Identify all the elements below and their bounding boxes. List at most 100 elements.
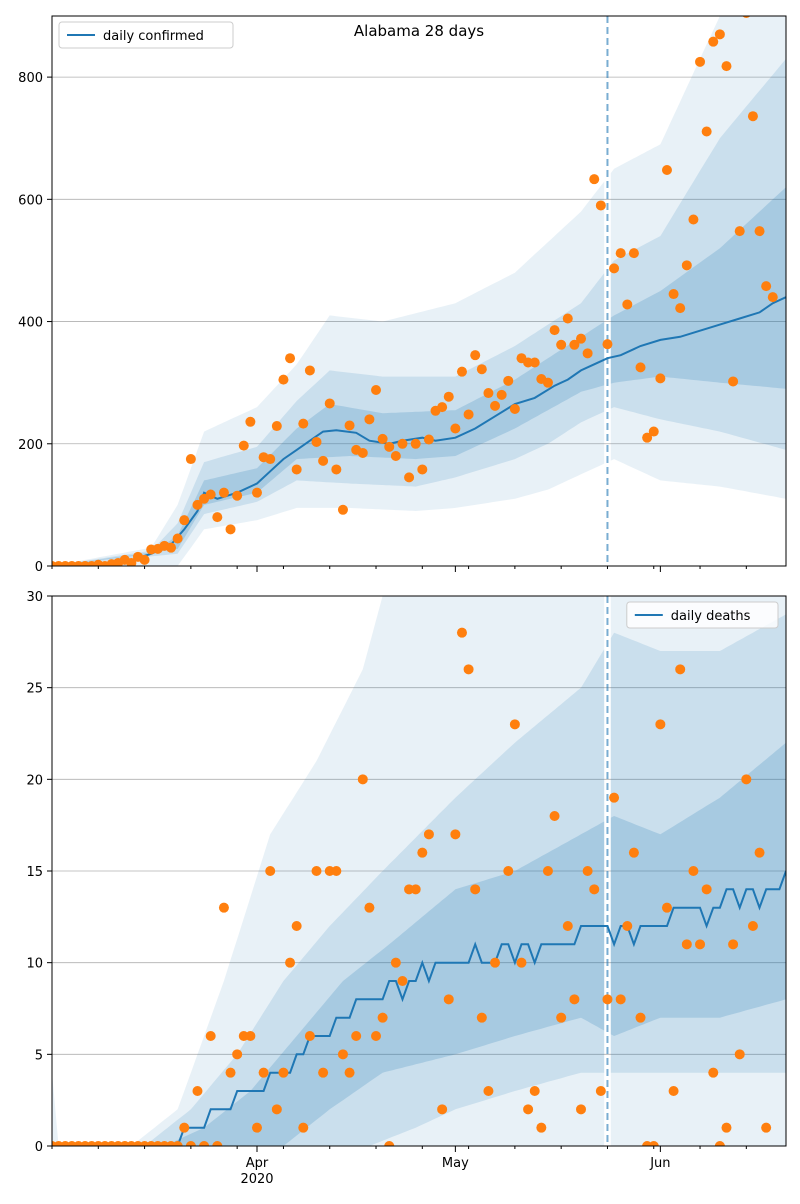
observed-point — [126, 557, 137, 566]
observed-point — [384, 1141, 395, 1146]
observed-point — [747, 921, 758, 931]
observed-point — [271, 421, 282, 432]
x-tick-label: Apr — [246, 1156, 269, 1171]
observed-point — [661, 165, 672, 175]
observed-point — [298, 418, 309, 429]
observed-point — [225, 524, 236, 535]
observed-point — [265, 866, 276, 876]
observed-point — [331, 464, 342, 475]
observed-point — [542, 377, 553, 388]
observed-point — [695, 56, 706, 67]
observed-point — [476, 364, 487, 375]
observed-point — [245, 1031, 256, 1041]
observed-point — [166, 542, 177, 553]
observed-point — [470, 884, 481, 895]
observed-point — [337, 504, 348, 515]
observed-point — [754, 226, 765, 237]
observed-point — [404, 472, 415, 483]
observed-point — [661, 902, 672, 913]
observed-point — [185, 454, 196, 465]
observed-point — [529, 357, 540, 368]
observed-point — [304, 1031, 315, 1041]
observed-point — [509, 719, 520, 730]
observed-point — [232, 1049, 243, 1060]
observed-point — [318, 1067, 329, 1078]
observed-point — [450, 423, 461, 434]
y-tick-label: 25 — [26, 682, 43, 697]
observed-point — [304, 365, 315, 376]
observed-point — [218, 902, 229, 913]
observed-point — [728, 376, 739, 387]
observed-point — [377, 433, 388, 444]
observed-point — [569, 994, 580, 1005]
observed-point — [450, 829, 461, 840]
observed-point — [364, 414, 375, 425]
observed-point — [291, 921, 302, 931]
median-line — [52, 296, 786, 566]
observed-point — [192, 499, 203, 510]
y-tick-label: 30 — [26, 590, 43, 605]
observed-point — [609, 263, 620, 274]
observed-point — [576, 1104, 587, 1115]
y-tick-label: 800 — [18, 71, 43, 86]
observed-point — [655, 373, 666, 384]
observed-point — [695, 939, 706, 950]
observed-point — [747, 111, 758, 122]
y-tick-label: 200 — [18, 438, 43, 453]
observed-point — [437, 402, 448, 413]
observed-point — [556, 1012, 567, 1023]
observed-point — [384, 441, 395, 452]
observed-point — [172, 533, 183, 544]
observed-point — [529, 1086, 540, 1096]
observed-point — [688, 214, 699, 225]
observed-point — [265, 454, 276, 465]
observed-point — [199, 1141, 210, 1146]
observed-point — [582, 348, 593, 359]
observed-point — [536, 1122, 547, 1133]
y-tick-label: 0 — [35, 560, 43, 575]
y-tick-label: 20 — [26, 773, 43, 788]
observed-point — [595, 1086, 606, 1096]
chart-title: Alabama 28 days — [354, 22, 484, 40]
observed-point — [602, 339, 613, 350]
plot-area — [52, 596, 786, 1146]
observed-point — [179, 515, 190, 526]
observed-point — [417, 847, 428, 858]
observed-point — [714, 1141, 725, 1146]
uncertainty-band-middle — [52, 614, 786, 1146]
observed-point — [549, 811, 560, 821]
observed-point — [337, 1049, 348, 1060]
observed-point — [615, 248, 626, 259]
observed-point — [232, 490, 243, 501]
observed-point — [364, 902, 375, 913]
observed-point — [589, 174, 600, 185]
observed-point — [734, 1049, 745, 1060]
observed-point — [642, 432, 653, 443]
observed-point — [767, 292, 778, 303]
observed-point — [635, 362, 646, 373]
observed-point — [351, 1031, 362, 1041]
observed-point — [490, 400, 501, 411]
observed-point — [576, 333, 587, 344]
observed-point — [285, 957, 296, 968]
uncertainty-band-inner — [52, 742, 786, 1146]
observed-point — [628, 248, 639, 259]
observed-point — [549, 325, 560, 336]
observed-point — [490, 957, 501, 968]
y-tick-label: 10 — [26, 957, 43, 972]
observed-point — [258, 1067, 269, 1078]
observed-point — [344, 420, 355, 431]
observed-point — [562, 921, 573, 931]
observed-point — [496, 389, 507, 400]
observed-point — [516, 957, 527, 968]
observed-point — [470, 350, 481, 361]
observed-point — [569, 339, 580, 350]
observed-point — [397, 976, 408, 986]
observed-point — [324, 398, 335, 409]
observed-point — [562, 313, 573, 324]
observed-point — [251, 487, 262, 498]
observed-point — [344, 1067, 355, 1078]
legend-box — [626, 601, 779, 629]
observed-point — [371, 1031, 382, 1041]
